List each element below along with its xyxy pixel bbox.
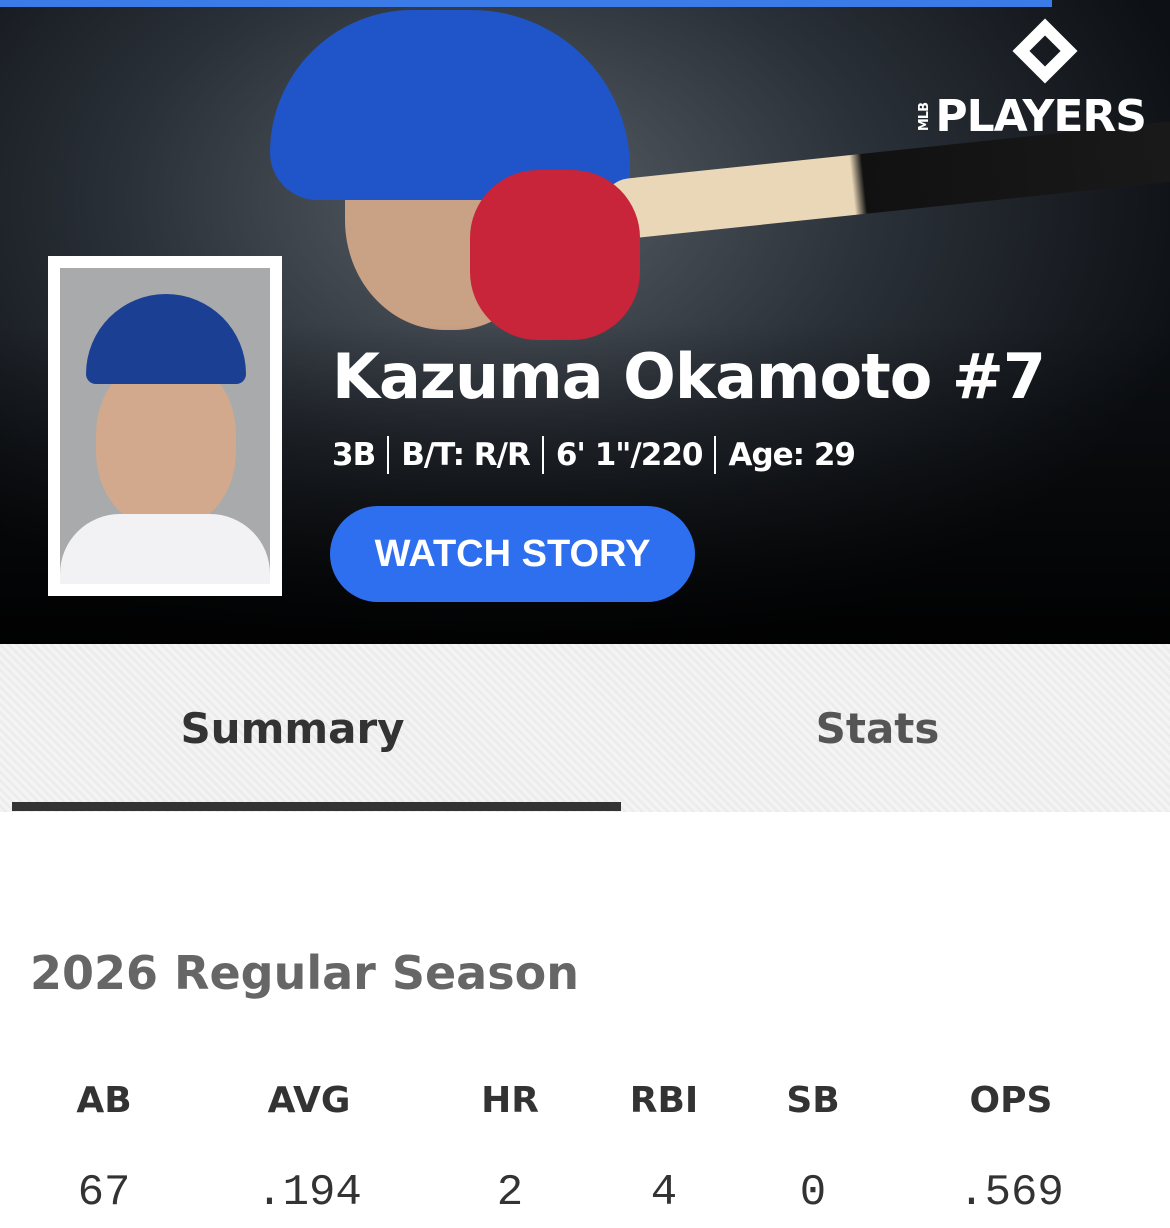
season-title: 2026 Regular Season [30,946,579,1000]
divider [387,436,390,474]
stat-header-ab: AB [76,1080,132,1121]
player-bats-throws: B/T: R/R [401,437,531,473]
player-position: 3B [332,437,376,473]
hero-glove [470,170,640,340]
logo-prefix: MLB [917,102,933,132]
blue-jays-cap [86,294,246,384]
stat-value-hr: 2 [496,1168,524,1218]
stat-value-sb: 0 [799,1168,827,1218]
player-height-weight: 6' 1"/220 [555,437,704,473]
mlb-players-logo: MLB PLAYERS [917,18,1147,142]
stat-value-ab: 67 [77,1168,131,1218]
player-name: Kazuma Okamoto #7 [332,340,1046,413]
divider [541,436,544,474]
watch-story-button[interactable]: WATCH STORY [330,506,695,602]
stat-header-rbi: RBI [629,1080,699,1121]
player-info: 3B B/T: R/R 6' 1"/220 Age: 29 [332,436,856,474]
divider [714,436,717,474]
progress-bar [0,0,1052,7]
stat-header-sb: SB [786,1080,840,1121]
stat-header-ops: OPS [969,1080,1053,1121]
stat-value-avg: .194 [256,1168,362,1218]
active-tab-indicator [12,802,621,811]
stat-header-avg: AVG [267,1080,351,1121]
logo-text: PLAYERS [935,91,1147,142]
stat-value-rbi: 4 [650,1168,678,1218]
tab-summary[interactable]: Summary [180,703,405,753]
tab-stats[interactable]: Stats [815,703,940,753]
tab-bar: Summary Stats [0,644,1170,812]
player-headshot [48,256,282,596]
stat-header-hr: HR [481,1080,539,1121]
hero-banner [0,0,1170,644]
diamond-logo-icon [1012,18,1078,84]
player-age: Age: 29 [728,437,856,473]
stat-value-ops: .569 [958,1168,1064,1218]
